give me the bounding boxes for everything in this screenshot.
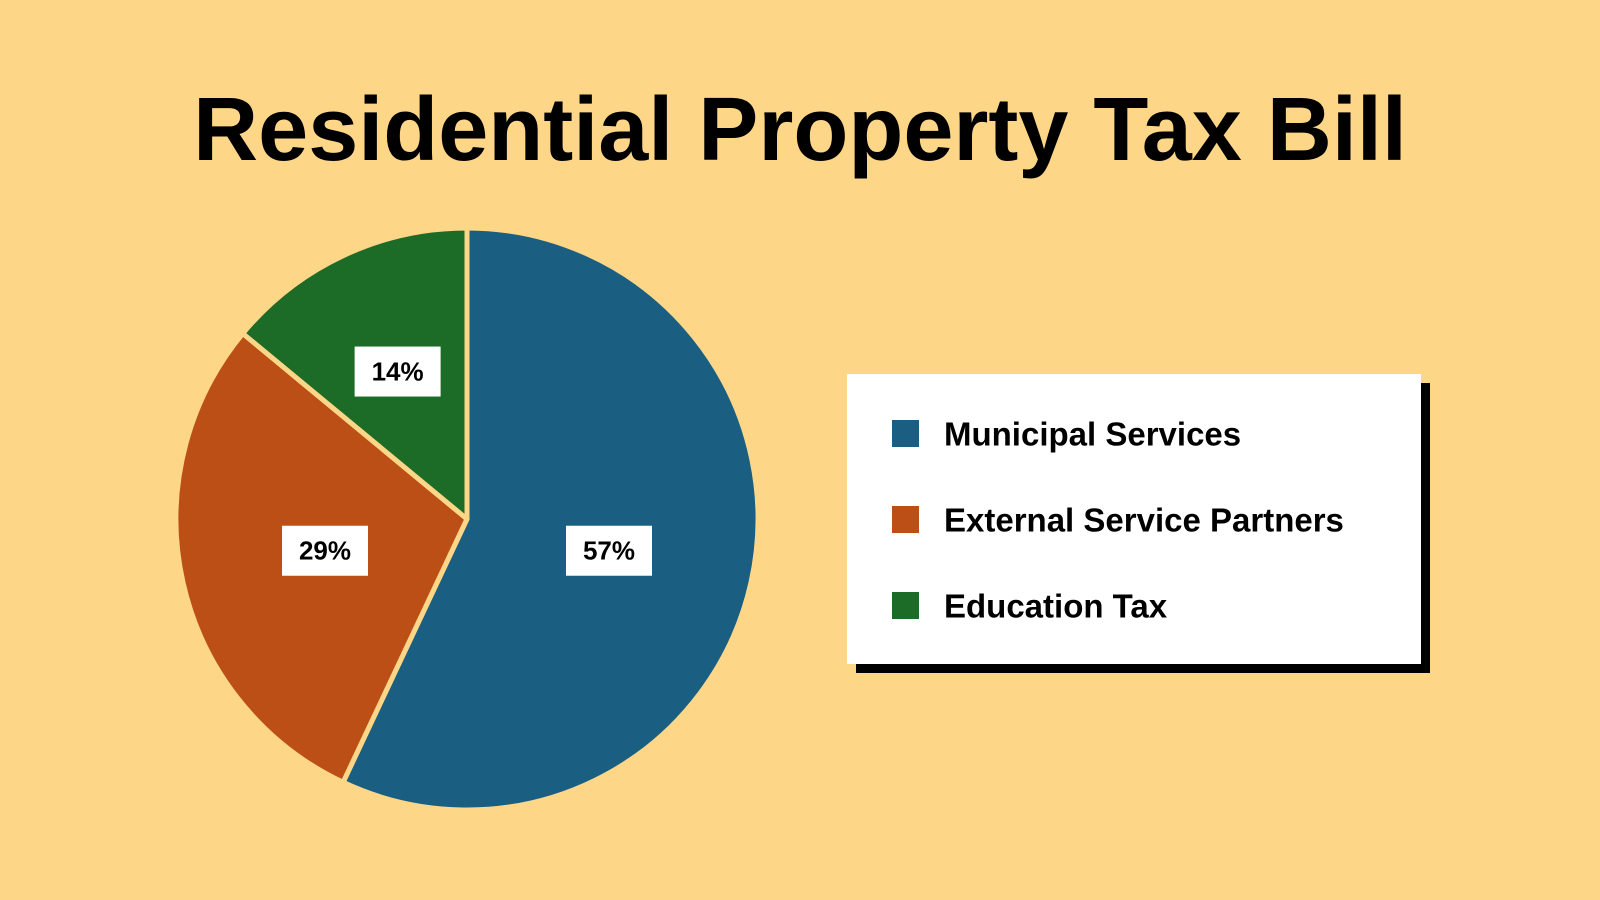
data-label-box xyxy=(354,346,441,397)
data-label: 29% xyxy=(299,536,351,566)
legend-label: Municipal Services xyxy=(944,416,1241,453)
data-label: 57% xyxy=(583,536,635,566)
legend-swatch xyxy=(892,592,919,619)
legend-swatch xyxy=(892,420,919,447)
legend-swatch xyxy=(892,506,919,533)
chart-title: Residential Property Tax Bill xyxy=(193,80,1407,180)
data-label-box xyxy=(282,525,369,576)
legend-label: Education Tax xyxy=(944,588,1168,625)
legend-label: External Service Partners xyxy=(944,502,1344,539)
legend xyxy=(847,374,1421,664)
data-label: 14% xyxy=(372,357,424,387)
pie-slice xyxy=(340,225,761,813)
data-label-box xyxy=(565,525,652,576)
